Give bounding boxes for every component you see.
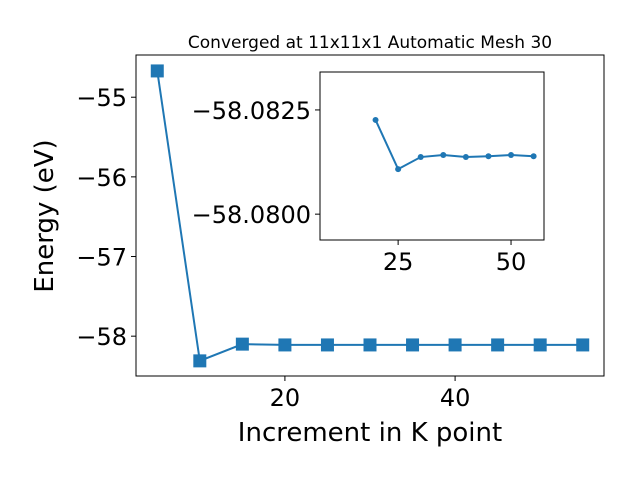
series — [150, 64, 590, 368]
marker — [150, 64, 164, 78]
marker — [406, 338, 420, 352]
marker — [508, 151, 515, 158]
marker — [530, 153, 537, 160]
marker — [372, 116, 379, 123]
y-tick-label: −57 — [76, 244, 127, 272]
x-tick-label: 25 — [383, 248, 414, 276]
series — [372, 116, 537, 173]
y-axis-label: Energy (eV) — [30, 139, 60, 292]
line — [374, 119, 534, 171]
marker — [485, 153, 492, 160]
marker — [417, 154, 424, 161]
marker — [278, 338, 292, 352]
x-tick-label: 50 — [496, 248, 527, 276]
y-tick-label: −55 — [76, 84, 127, 112]
marker — [576, 338, 590, 352]
y-tick-label: −58 — [76, 323, 127, 351]
marker — [533, 338, 547, 352]
marker — [462, 154, 469, 161]
marker — [440, 151, 447, 158]
marker — [395, 166, 402, 173]
marker — [363, 338, 377, 352]
marker — [193, 354, 207, 368]
y-tick-label: −58.0825 — [192, 97, 311, 125]
x-tick-label: 40 — [440, 384, 471, 412]
x-tick-label: 20 — [270, 384, 301, 412]
marker — [448, 338, 462, 352]
y-tick-label: −56 — [76, 164, 127, 192]
marker — [320, 338, 334, 352]
marker — [235, 337, 249, 351]
chart-title: Converged at 11x11x1 Automatic Mesh 30 — [188, 33, 552, 53]
marker — [491, 338, 505, 352]
x-axis-label: Increment in K point — [238, 418, 502, 448]
y-tick-label: −58.0800 — [192, 201, 311, 229]
